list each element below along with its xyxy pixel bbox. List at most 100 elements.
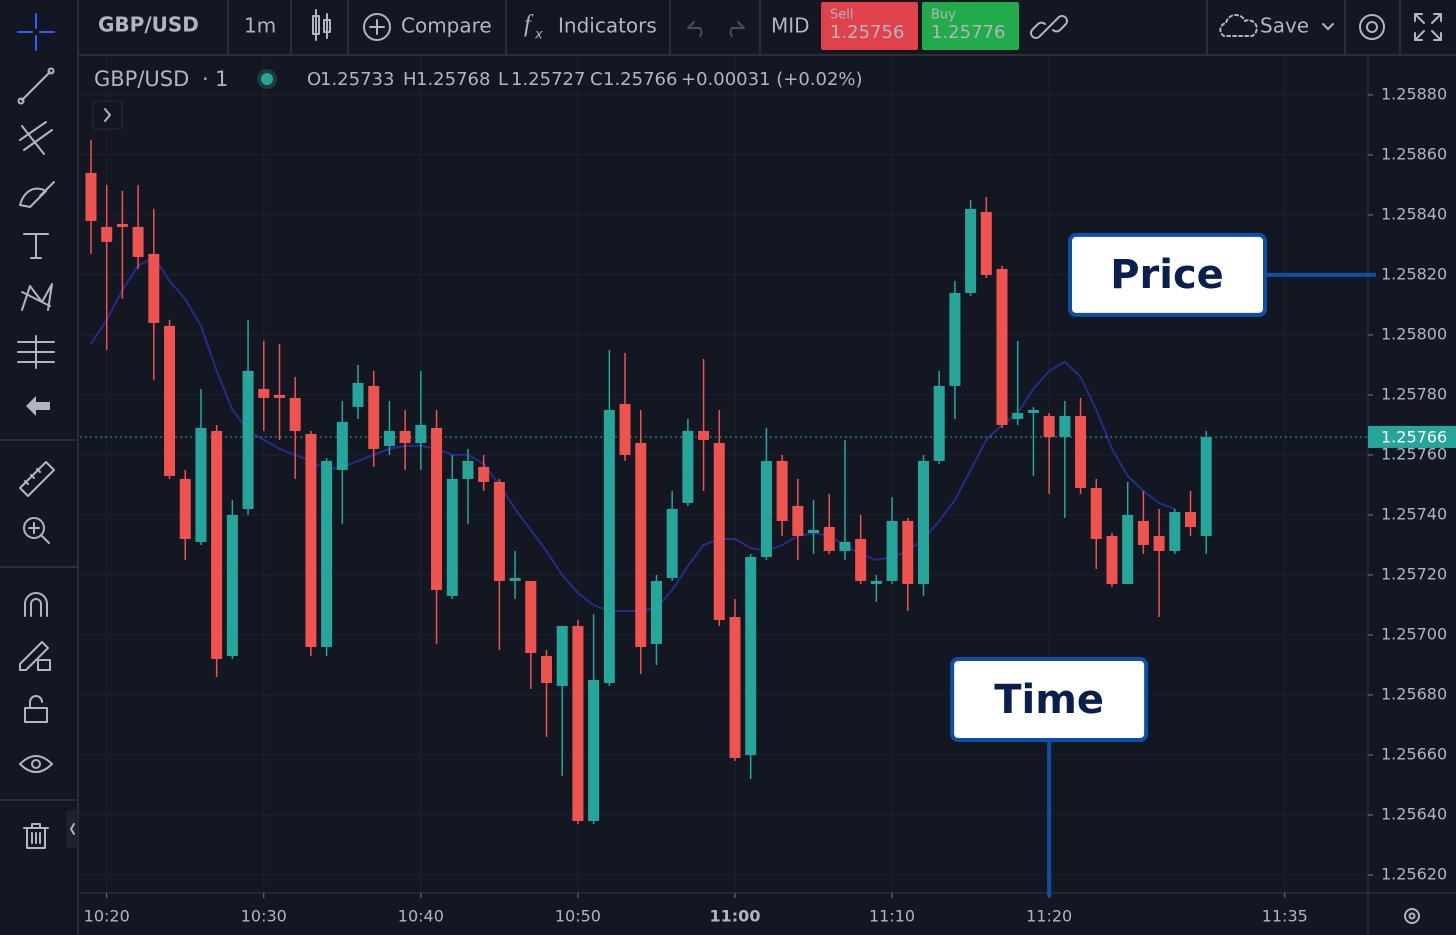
candle-body xyxy=(148,253,160,323)
ohlc-value: 1.25768 xyxy=(416,69,490,90)
candle-body xyxy=(1169,511,1181,551)
lock-drawing-tool[interactable] xyxy=(19,641,51,671)
y-tick-label: 1.25700 xyxy=(1381,624,1447,643)
candle-body xyxy=(1106,535,1118,584)
chart-type-button[interactable] xyxy=(312,9,331,41)
fib-tool[interactable] xyxy=(19,121,53,155)
candle-body xyxy=(1059,415,1071,437)
candle-body xyxy=(1185,511,1197,527)
candle-body xyxy=(431,427,443,590)
candle-body xyxy=(556,625,568,686)
link-button[interactable] xyxy=(1030,15,1068,39)
candle-body xyxy=(1153,535,1165,551)
candle-body xyxy=(713,442,725,620)
back-tool[interactable] xyxy=(26,396,50,416)
compare-icon xyxy=(363,13,391,41)
candle-body xyxy=(525,580,537,653)
annotation-text: Time xyxy=(994,677,1104,723)
y-tick-label: 1.25800 xyxy=(1381,324,1447,343)
gear-ring xyxy=(1404,908,1420,924)
candle-body xyxy=(917,460,929,584)
save-button[interactable]: Save xyxy=(1260,14,1309,38)
y-tick-label: 1.25860 xyxy=(1381,144,1447,163)
header-interval: 1 xyxy=(215,67,228,91)
indicators-button[interactable]: Indicators xyxy=(558,14,657,38)
candle-body xyxy=(164,325,176,476)
y-tick-label: 1.25840 xyxy=(1381,204,1447,223)
y-tick-label: 1.25880 xyxy=(1381,84,1447,103)
candle-body xyxy=(1075,415,1087,488)
candle-body xyxy=(478,466,490,482)
annotation-box xyxy=(1068,232,1267,317)
candle-body xyxy=(823,526,835,551)
axis-settings[interactable] xyxy=(1404,908,1420,924)
candle-body xyxy=(760,460,772,557)
candle-body xyxy=(839,541,851,551)
settings-button[interactable] xyxy=(1359,14,1385,40)
measure-tool[interactable] xyxy=(19,461,55,497)
lock-tool[interactable] xyxy=(24,695,48,723)
chart-header: GBP/USD · 1 O1.25733 H 1.25768 L 1.25727 C 1.2… xyxy=(92,67,863,130)
sell-button[interactable] xyxy=(821,2,918,50)
candle-body xyxy=(603,409,615,683)
candle-body xyxy=(980,211,992,275)
magnet-tool[interactable] xyxy=(24,592,48,617)
brush-tool[interactable] xyxy=(19,181,55,208)
buy-button[interactable] xyxy=(922,2,1019,50)
sidebar xyxy=(0,0,78,935)
y-tick-label: 1.25740 xyxy=(1381,504,1447,523)
candle-body xyxy=(305,433,317,647)
candle-body xyxy=(399,430,411,443)
candle-body xyxy=(493,481,505,581)
sell-label: Sell xyxy=(830,8,853,23)
symbol-button[interactable]: GBP/USD xyxy=(98,13,199,37)
sell-price: 1.25756 xyxy=(830,22,904,43)
trendline-tool[interactable] xyxy=(17,67,55,105)
x-tick-label: 10:40 xyxy=(398,907,444,926)
crosshair-tool[interactable] xyxy=(17,13,55,51)
fullscreen-button[interactable] xyxy=(1414,13,1442,41)
candle-body xyxy=(446,478,458,596)
candle-body xyxy=(242,370,254,509)
chart: 1.25880 1.25860 1.25840 1.25820 1.25800 1.257… xyxy=(80,55,1456,935)
visibility-tool[interactable] xyxy=(19,755,53,773)
text-tool[interactable] xyxy=(23,233,49,259)
pattern-tool[interactable] xyxy=(21,283,53,311)
candle-body xyxy=(462,460,474,479)
candle-body xyxy=(289,397,301,431)
header-change: +0.00031 (+0.02%) xyxy=(681,69,863,90)
annotation-box xyxy=(950,657,1149,742)
undo-redo[interactable] xyxy=(687,21,745,37)
ohlc-key: H xyxy=(403,69,417,90)
save-menu[interactable] xyxy=(1322,23,1334,30)
ohlc-key: O xyxy=(307,69,321,90)
compare-button[interactable]: Compare xyxy=(401,14,492,38)
candle-body xyxy=(509,577,521,581)
candle-body xyxy=(933,385,945,461)
y-tick-label: 1.25820 xyxy=(1381,264,1447,283)
candle-body xyxy=(1200,436,1212,536)
candle-body xyxy=(588,679,600,821)
interval-button[interactable]: 1m xyxy=(244,14,276,38)
expand-icon xyxy=(104,108,111,122)
candle-body xyxy=(368,385,380,449)
y-tick-label: 1.25660 xyxy=(1381,744,1447,763)
x-tick-label: 10:20 xyxy=(84,907,130,926)
expand-button[interactable] xyxy=(92,100,123,130)
ohlc-value: 1.25766 xyxy=(603,69,677,90)
y-tick-label: 1.25720 xyxy=(1381,564,1447,583)
candle-body xyxy=(352,382,364,407)
candle-body xyxy=(336,421,348,470)
delete-tool[interactable] xyxy=(23,823,49,849)
candle-body xyxy=(949,292,961,386)
ohlc-key: C xyxy=(590,69,603,90)
y-tick-label: 1.25680 xyxy=(1381,684,1447,703)
ohlc-key: L xyxy=(498,69,508,90)
header-symbol: GBP/USD xyxy=(94,67,189,91)
prediction-tool[interactable] xyxy=(17,335,55,369)
zoom-tool[interactable] xyxy=(23,517,50,544)
candle-body xyxy=(1012,412,1024,419)
candle-body xyxy=(1043,415,1055,437)
candle-body xyxy=(541,655,553,683)
annotation-text: Price xyxy=(1110,252,1224,298)
